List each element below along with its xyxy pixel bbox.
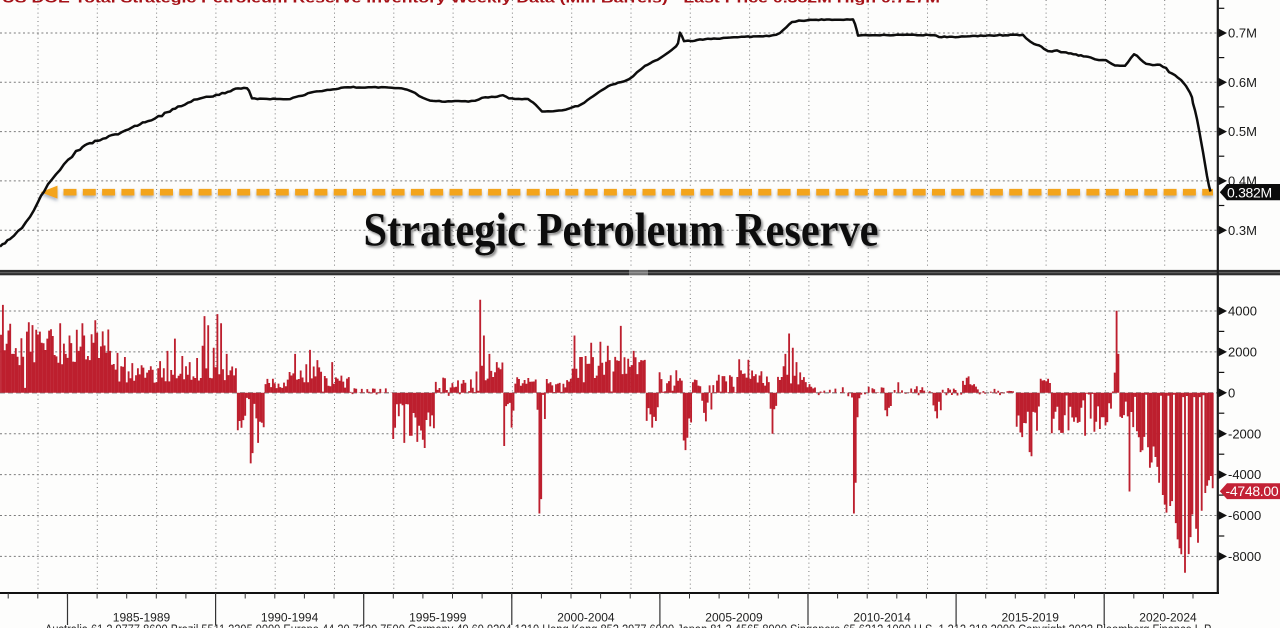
svg-text:2000: 2000 bbox=[1228, 345, 1257, 360]
svg-text:1995-1999: 1995-1999 bbox=[409, 611, 467, 625]
svg-text:2005-2009: 2005-2009 bbox=[705, 611, 763, 625]
svg-text:4000: 4000 bbox=[1228, 304, 1257, 319]
svg-text:0.3M: 0.3M bbox=[1228, 223, 1257, 238]
svg-text:0.382M: 0.382M bbox=[1227, 184, 1272, 200]
svg-text:-8000: -8000 bbox=[1228, 549, 1261, 564]
svg-text:1990-1994: 1990-1994 bbox=[261, 611, 319, 625]
svg-text:-6000: -6000 bbox=[1228, 508, 1261, 523]
svg-text:-2000: -2000 bbox=[1228, 426, 1261, 441]
svg-text:0.7M: 0.7M bbox=[1228, 26, 1257, 41]
svg-text:Strategic Petroleum Reserve: Strategic Petroleum Reserve bbox=[364, 204, 879, 257]
svg-text:2015-2019: 2015-2019 bbox=[1002, 611, 1060, 625]
svg-text:0.6M: 0.6M bbox=[1228, 75, 1257, 90]
svg-text:0: 0 bbox=[1228, 385, 1235, 400]
svg-text:2010-2014: 2010-2014 bbox=[853, 611, 911, 625]
svg-text:US DOE Total Strategic Petrole: US DOE Total Strategic Petroleum Reserve… bbox=[2, 0, 940, 6]
svg-text:0.5M: 0.5M bbox=[1228, 124, 1257, 139]
svg-text:-4000: -4000 bbox=[1228, 467, 1261, 482]
svg-text:Australia 61 2 9777 8600 Brazi: Australia 61 2 9777 8600 Brazil 5511 239… bbox=[45, 622, 1213, 628]
svg-text:1985-1989: 1985-1989 bbox=[113, 611, 171, 625]
svg-text:2000-2004: 2000-2004 bbox=[557, 611, 615, 625]
svg-text:-4748.00: -4748.00 bbox=[1226, 483, 1279, 499]
svg-text:2020-2024: 2020-2024 bbox=[1139, 611, 1197, 625]
